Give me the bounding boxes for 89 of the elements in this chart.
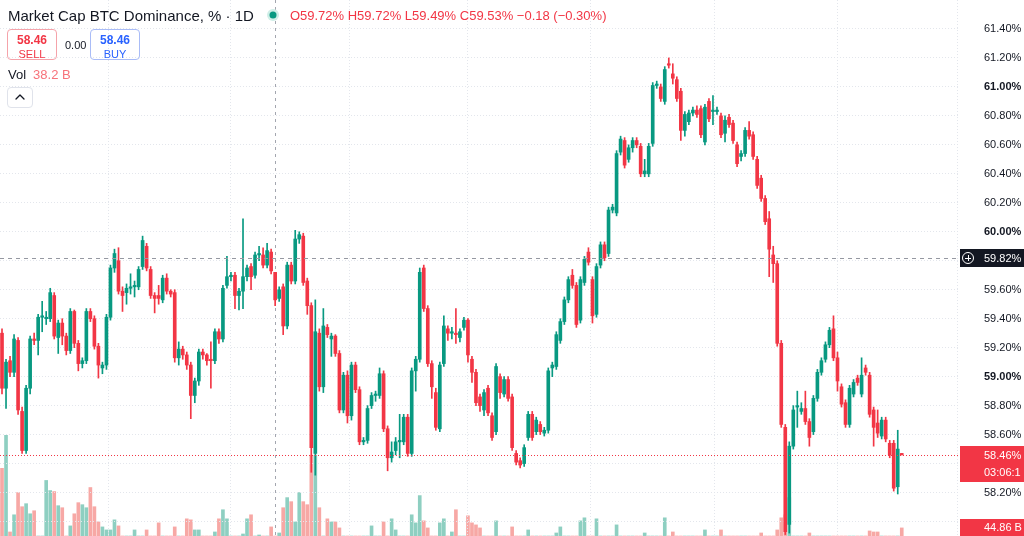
bar	[192, 529, 197, 536]
chart-title: Vol	[8, 67, 27, 82]
bar	[450, 531, 454, 536]
bar	[44, 480, 49, 536]
bar	[899, 527, 904, 536]
bar	[301, 501, 306, 536]
buy-button: 58.46 BUY	[90, 29, 140, 60]
bar	[32, 510, 36, 536]
ref-line-label: 59.82%	[984, 251, 1022, 264]
bar	[759, 532, 763, 536]
bar	[510, 526, 514, 536]
bar	[76, 502, 81, 536]
y-tick-label: 61.20%	[984, 50, 1022, 63]
y-tick-label: 59.20%	[984, 340, 1022, 353]
bar	[8, 531, 12, 536]
bar	[478, 527, 482, 536]
annotation: SELL	[18, 48, 46, 60]
y-tick-label: 58.80%	[984, 398, 1022, 411]
y-tick-label: 59.60%	[984, 282, 1022, 295]
y-tick-label: 60.40%	[984, 166, 1022, 179]
y-tick-label: 60.20%	[984, 195, 1022, 208]
bar	[719, 529, 723, 536]
bar	[197, 529, 201, 536]
bar	[221, 509, 225, 536]
candlestick	[209, 341, 213, 389]
bar	[417, 495, 422, 536]
bar	[494, 520, 498, 536]
bar	[703, 529, 707, 536]
bar	[184, 518, 189, 536]
bar	[245, 518, 249, 536]
bar	[24, 503, 28, 536]
y-tick-label: 61.00%	[984, 79, 1022, 92]
bar	[442, 518, 446, 536]
candlestick	[711, 95, 715, 125]
bar	[4, 435, 8, 536]
bar	[60, 507, 65, 536]
bar	[12, 514, 16, 536]
candlestick	[715, 106, 719, 115]
bar	[52, 491, 57, 536]
bar	[188, 519, 193, 536]
bar	[526, 529, 531, 536]
text: 44.86 B	[984, 521, 1022, 533]
text: O59.72% H59.72% L59.49% C59.53% −0.18 (−0.30%)	[289, 7, 607, 23]
candlestick	[241, 218, 245, 309]
bar	[662, 517, 667, 536]
bar	[474, 524, 478, 536]
bar	[213, 531, 217, 536]
bar	[172, 526, 177, 536]
bar	[269, 526, 273, 536]
annotation: 0.00	[65, 39, 87, 51]
text: Market Cap BTC Dominance, % · 1D	[8, 6, 254, 24]
bar	[297, 492, 302, 536]
bar	[466, 515, 470, 536]
bar	[249, 514, 253, 536]
annotation: 58.46	[16, 33, 48, 47]
bar	[289, 501, 294, 536]
y-tick-label: 58.20%	[984, 485, 1022, 498]
bar	[670, 531, 675, 536]
y-tick-label: 59.00%	[984, 369, 1022, 382]
bar	[68, 525, 73, 536]
annotation: 38.2 B	[33, 67, 71, 82]
y-tick-label: 60.80%	[984, 108, 1022, 121]
bar	[438, 522, 442, 536]
bar	[16, 492, 20, 536]
bar	[277, 532, 281, 536]
bar	[0, 468, 4, 536]
bar	[642, 532, 647, 536]
bar	[56, 505, 61, 536]
y-tick-label: 60.60%	[984, 137, 1022, 150]
y-tick-label: 61.40%	[984, 22, 1022, 34]
sell-button: 58.46 SELL	[7, 29, 57, 60]
bar	[454, 509, 458, 536]
candlestick	[450, 327, 454, 340]
candlestick	[454, 308, 458, 344]
bar	[779, 517, 784, 536]
annotation: 58.46	[99, 33, 131, 47]
annotation: BUY	[103, 48, 127, 60]
bar	[421, 520, 426, 536]
y-tick-label: 60.00%	[984, 224, 1022, 237]
ref-line-label: 58.46%	[984, 448, 1022, 461]
y-tick-label: 59.40%	[984, 311, 1022, 324]
y-tick-label: 58.60%	[984, 427, 1022, 440]
text: 03:06:1	[984, 466, 1021, 479]
bar	[285, 497, 290, 536]
candlestick	[32, 332, 36, 346]
bar	[281, 507, 286, 536]
bar	[309, 454, 314, 536]
bar	[409, 514, 414, 536]
bar	[217, 518, 221, 536]
